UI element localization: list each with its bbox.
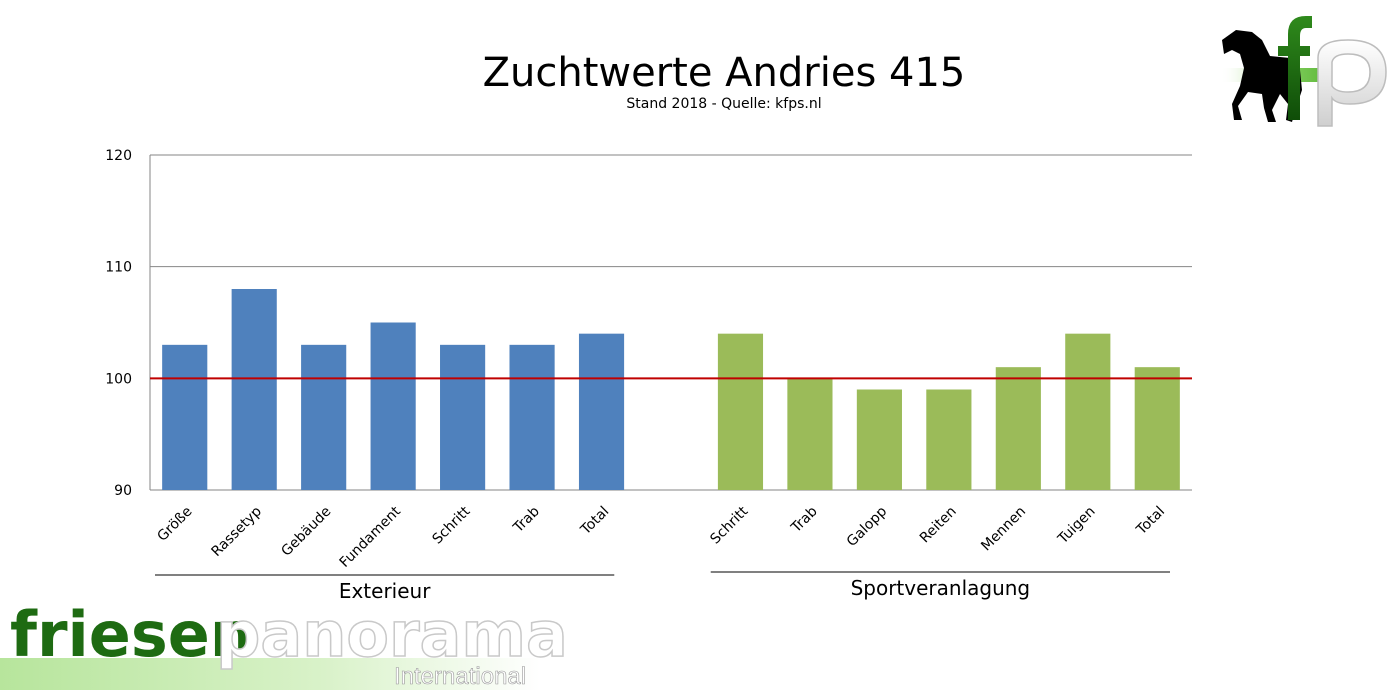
chart-title: Zuchtwerte Andries 415 <box>483 50 966 96</box>
bar-sportveranlagung-2 <box>856 389 902 490</box>
fp-logo <box>1220 16 1387 127</box>
bar-sportveranlagung-0 <box>717 333 764 490</box>
category-label: Schritt <box>430 503 474 547</box>
category-label: Total <box>1133 504 1168 539</box>
brand-word-panorama: panorama <box>216 598 568 671</box>
bar-exterieur-5 <box>509 344 555 490</box>
category-label: Größe <box>154 504 195 545</box>
bar-exterieur-4 <box>440 344 486 490</box>
category-label: Trab <box>788 503 821 536</box>
bar-exterieur-2 <box>301 344 347 490</box>
bar-exterieur-6 <box>578 333 625 490</box>
friesenpanorama-logo: friesen panorama International <box>0 597 569 690</box>
bar-sportveranlagung-3 <box>926 389 972 490</box>
y-tick-label: 90 <box>114 483 132 499</box>
bar-exterieur-3 <box>370 322 416 490</box>
category-label: Fundament <box>337 503 405 571</box>
category-label: Mennen <box>978 504 1029 555</box>
category-label: Total <box>577 504 612 539</box>
y-tick-label: 100 <box>105 371 132 387</box>
brand-word-international: International <box>394 663 526 690</box>
category-labels: Größe Rassetyp Gebäude Fundament Schritt Trab… <box>154 503 1168 571</box>
y-tick-label: 110 <box>105 260 132 276</box>
group-labels: Exterieur Sportveranlagung <box>155 571 1170 603</box>
category-label: Reiten <box>917 504 960 547</box>
bar-sportveranlagung-4 <box>995 367 1041 490</box>
category-label: Schritt <box>707 503 751 547</box>
logo-f-letter <box>1278 16 1312 120</box>
bar-sportveranlagung-5 <box>1065 333 1111 490</box>
y-axis-ticks: 90 100 110 120 <box>105 148 132 499</box>
bar-exterieur-0 <box>162 344 208 490</box>
category-label: Gebäude <box>278 504 334 560</box>
logo-p-letter <box>1317 39 1387 127</box>
bars <box>162 289 1180 490</box>
category-label: Galopp <box>844 503 891 550</box>
bar-sportveranlagung-1 <box>787 378 833 490</box>
chart-subtitle: Stand 2018 - Quelle: kfps.nl <box>626 96 821 112</box>
category-label: Trab <box>510 503 543 536</box>
group-label: Exterieur <box>339 579 431 603</box>
group-label: Sportveranlagung <box>851 576 1031 600</box>
horse-icon <box>1222 30 1302 122</box>
category-label: Tuigen <box>1054 504 1098 548</box>
bar-sportveranlagung-6 <box>1134 367 1180 490</box>
bar-exterieur-1 <box>231 289 277 490</box>
category-label: Rassetyp <box>209 503 266 560</box>
brand-word-friesen: friesen <box>10 598 254 671</box>
y-tick-label: 120 <box>105 148 132 164</box>
